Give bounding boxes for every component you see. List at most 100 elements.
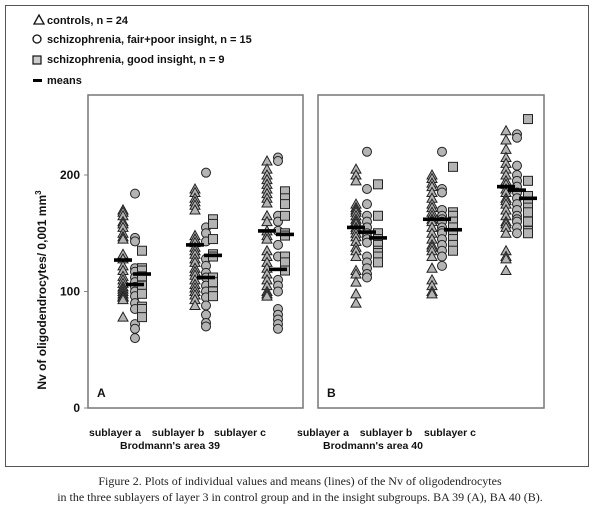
point-circle bbox=[273, 156, 283, 167]
point-circle bbox=[362, 272, 372, 283]
point-square bbox=[208, 234, 218, 245]
area-label: Brodmann's area 40 bbox=[323, 440, 423, 452]
point-triangle bbox=[261, 290, 273, 301]
point-triangle bbox=[350, 174, 362, 186]
point-square bbox=[448, 245, 458, 256]
point-square bbox=[523, 114, 533, 125]
point-square bbox=[137, 288, 147, 299]
point-circle bbox=[201, 321, 211, 332]
panel-letter: B bbox=[327, 386, 336, 400]
mean-line bbox=[423, 217, 441, 222]
point-triangle bbox=[500, 252, 512, 264]
point-square bbox=[280, 199, 290, 210]
legend-triangle-icon bbox=[32, 13, 46, 25]
point-circle bbox=[512, 132, 522, 143]
point-circle bbox=[201, 167, 211, 178]
point-triangle bbox=[500, 264, 512, 276]
mean-line bbox=[114, 258, 132, 262]
point-square bbox=[280, 210, 290, 221]
legend: controls, n = 24 schizophrenia, fair+poo… bbox=[32, 13, 252, 87]
category-label: sublayer b bbox=[152, 427, 205, 439]
point-square bbox=[373, 257, 383, 268]
category-label: sublayer c bbox=[214, 427, 266, 439]
point-circle bbox=[130, 323, 140, 334]
mean-line bbox=[126, 282, 144, 287]
point-square bbox=[137, 245, 147, 256]
point-square bbox=[137, 312, 147, 323]
y-tick-label: 200 bbox=[60, 168, 80, 182]
mean-line bbox=[444, 227, 462, 232]
point-triangle bbox=[426, 250, 438, 262]
point-circle bbox=[201, 300, 211, 311]
y-tick-label: 0 bbox=[73, 401, 80, 415]
point-circle bbox=[130, 333, 140, 344]
y-tick-label: 100 bbox=[60, 285, 80, 299]
point-square bbox=[448, 161, 458, 172]
point-square bbox=[208, 291, 218, 302]
point-triangle bbox=[261, 196, 273, 208]
mean-line bbox=[197, 275, 215, 280]
point-circle bbox=[437, 260, 447, 271]
point-triangle bbox=[426, 287, 438, 299]
point-circle bbox=[437, 187, 447, 198]
mean-line bbox=[186, 243, 204, 247]
mean-line bbox=[258, 229, 276, 233]
point-circle bbox=[362, 237, 372, 248]
legend-label-means: means bbox=[47, 75, 82, 87]
mean-line bbox=[497, 184, 515, 189]
point-triangle bbox=[117, 293, 129, 305]
point-square bbox=[208, 218, 218, 229]
point-square bbox=[523, 216, 533, 227]
point-triangle bbox=[350, 276, 362, 287]
point-circle bbox=[437, 251, 447, 262]
point-triangle bbox=[117, 311, 129, 322]
legend-label-fair-poor: schizophrenia, fair+poor insight, n = 15 bbox=[47, 34, 252, 46]
mean-line bbox=[269, 267, 287, 272]
point-triangle bbox=[261, 233, 273, 244]
mean-line bbox=[508, 188, 526, 192]
category-label: sublayer a bbox=[297, 427, 349, 439]
point-square bbox=[523, 228, 533, 239]
point-circle bbox=[273, 323, 283, 334]
point-square bbox=[523, 175, 533, 186]
point-square bbox=[137, 303, 147, 314]
point-triangle bbox=[500, 124, 512, 136]
mean-line bbox=[133, 272, 151, 276]
point-triangle bbox=[117, 233, 129, 244]
category-label: sublayer a bbox=[89, 427, 141, 439]
category-label: sublayer b bbox=[360, 427, 413, 439]
point-circle bbox=[273, 239, 283, 250]
legend-square-icon bbox=[32, 55, 42, 65]
point-triangle bbox=[500, 134, 512, 145]
point-circle bbox=[362, 146, 372, 157]
mean-line bbox=[347, 225, 365, 230]
category-label: sublayer c bbox=[424, 427, 476, 439]
legend-mean-icon bbox=[33, 79, 42, 82]
panel-border bbox=[317, 94, 545, 409]
mean-line bbox=[519, 196, 537, 201]
point-triangle bbox=[189, 299, 201, 310]
mean-line bbox=[369, 236, 387, 240]
point-circle bbox=[512, 228, 522, 239]
point-circle bbox=[273, 286, 283, 297]
panel-border bbox=[87, 94, 304, 409]
caption-line-2: in the three sublayers of layer 3 in con… bbox=[57, 490, 543, 504]
point-circle bbox=[201, 309, 211, 320]
point-circle bbox=[437, 146, 447, 157]
point-square bbox=[373, 210, 383, 221]
point-triangle bbox=[350, 250, 362, 262]
area-label: Brodmann's area 39 bbox=[120, 440, 220, 452]
mean-line bbox=[433, 217, 451, 222]
point-triangle bbox=[189, 203, 201, 215]
point-triangle bbox=[426, 262, 438, 273]
point-triangle bbox=[350, 297, 362, 308]
point-square bbox=[373, 179, 383, 190]
y-axis-label: Nv of oligodendrocytes/ 0,001 mm3 bbox=[34, 190, 49, 390]
point-triangle bbox=[350, 287, 362, 299]
mean-line bbox=[204, 253, 222, 258]
point-square bbox=[523, 207, 533, 218]
legend-circle-icon bbox=[32, 34, 42, 44]
